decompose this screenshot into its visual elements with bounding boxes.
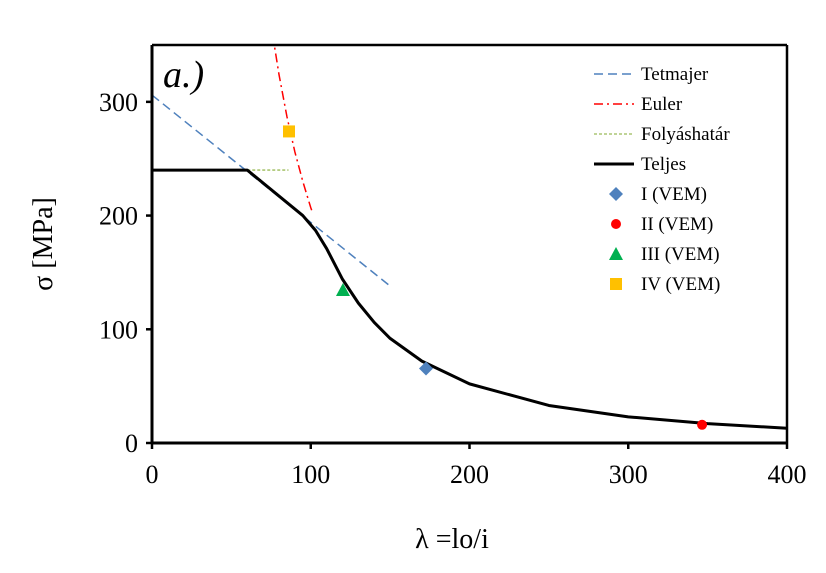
point-i-vem: [419, 361, 434, 376]
legend-label-iii-vem: III (VEM): [641, 244, 720, 265]
y-tick-label: 200: [99, 202, 138, 231]
legend-marker-i-vem: [609, 187, 623, 201]
legend-label-ii-vem: II (VEM): [641, 214, 713, 235]
plot-area: [150, 43, 789, 445]
axis-ticks: 0 100 200 300 400 0 100 200 300: [99, 88, 807, 489]
legend-label-i-vem: I (VEM): [641, 184, 707, 205]
x-tick-label: 0: [146, 460, 159, 489]
y-tick-label: 300: [99, 88, 138, 117]
y-axis-label: σ [MPa]: [28, 197, 59, 291]
legend-label-tetmajer: Tetmajer: [641, 64, 709, 85]
x-axis-label: λ =lo/i: [415, 524, 489, 555]
line-euler: [273, 45, 314, 213]
legend-label-foly-shat-r: Folyáshatár: [641, 124, 730, 145]
point-ii-vem: [697, 419, 708, 430]
x-tick-label: 200: [450, 460, 489, 489]
y-tick-label: 0: [125, 429, 138, 458]
line-teljes: [152, 168, 787, 430]
legend-marker-iv-vem: [610, 278, 622, 290]
x-tick-label: 100: [291, 460, 330, 489]
panel-label: a.): [163, 54, 204, 96]
series-group: [152, 45, 787, 430]
legend-marker-ii-vem: [611, 219, 621, 229]
x-tick-label: 400: [768, 460, 807, 489]
legend: Tetmajer Euler Folyáshatár Teljes I (VEM) II …: [594, 64, 730, 295]
point-iii-vem: [335, 283, 350, 297]
x-tick-label: 300: [609, 460, 648, 489]
line-tetmajer: [152, 94, 391, 287]
legend-label-iv-vem: IV (VEM): [641, 274, 720, 295]
legend-label-euler: Euler: [641, 94, 683, 115]
y-tick-label: 100: [99, 315, 138, 344]
point-iv-vem: [283, 125, 296, 138]
legend-marker-iii-vem: [609, 247, 623, 260]
legend-label-teljes: Teljes: [641, 154, 686, 175]
